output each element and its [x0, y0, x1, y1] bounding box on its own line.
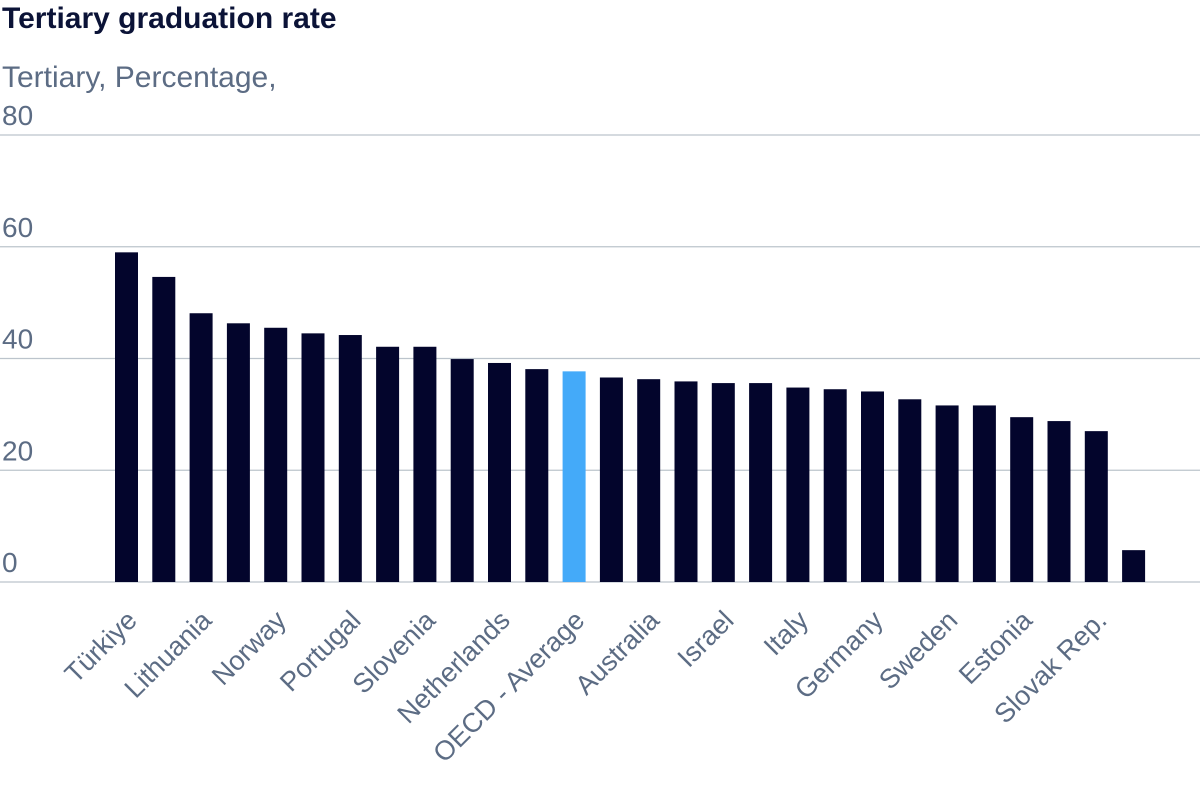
x-tick-label: Australia [569, 604, 665, 700]
x-tick-label: Italy [758, 605, 815, 662]
x-tick-label: Sweden [873, 605, 963, 695]
x-axis-labels: TürkiyeLithuaniaNorwayPortugalSloveniaNe… [59, 604, 1113, 768]
bar[interactable] [264, 327, 288, 582]
bar[interactable] [972, 405, 996, 582]
bar[interactable] [301, 333, 325, 582]
bar[interactable] [226, 323, 250, 582]
bar[interactable] [1047, 421, 1071, 582]
bar[interactable] [1122, 550, 1146, 582]
bar[interactable] [674, 381, 698, 582]
y-tick-label: 0 [2, 547, 18, 578]
bar[interactable] [1084, 431, 1108, 582]
bar[interactable] [823, 389, 847, 582]
y-axis-ticks: 0 20 40 60 80 [2, 100, 33, 578]
bar[interactable] [376, 346, 400, 582]
bar[interactable] [562, 371, 586, 582]
bar[interactable] [786, 387, 810, 582]
bar[interactable] [450, 359, 474, 582]
bar[interactable] [711, 383, 735, 582]
y-tick-label: 40 [2, 324, 33, 355]
bar[interactable] [898, 399, 922, 582]
bars [115, 252, 1146, 582]
x-tick-label: Israel [672, 605, 740, 673]
bar[interactable] [189, 313, 213, 582]
bar[interactable] [413, 346, 437, 582]
bar[interactable] [115, 252, 138, 582]
chart-subtitle: Tertiary, Percentage, [2, 61, 277, 94]
y-tick-label: 80 [2, 100, 33, 131]
y-tick-label: 60 [2, 212, 33, 243]
bar[interactable] [525, 369, 549, 582]
bar[interactable] [861, 391, 884, 582]
bar[interactable] [749, 383, 773, 582]
bar[interactable] [1010, 417, 1034, 582]
y-tick-label: 20 [2, 435, 33, 466]
chart-title: Tertiary graduation rate [2, 2, 337, 35]
bar[interactable] [152, 276, 176, 582]
bar[interactable] [935, 405, 959, 582]
bar[interactable] [637, 379, 661, 582]
bar[interactable] [488, 362, 511, 582]
bar[interactable] [338, 335, 362, 582]
bar[interactable] [599, 377, 623, 582]
